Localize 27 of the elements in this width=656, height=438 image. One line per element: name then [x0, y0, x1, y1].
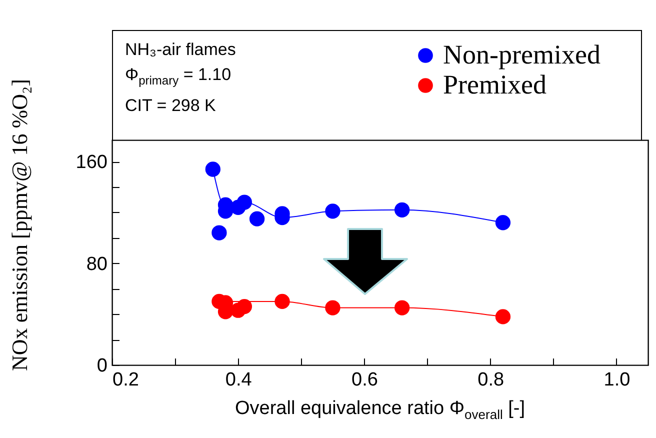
y-axis-title: NOx emission [ppmv@ 16 %O₂] [7, 79, 33, 371]
point [212, 225, 227, 240]
x-tick-label: 0.2 [112, 370, 139, 390]
point [249, 211, 265, 226]
y-tick-label: 80 [86, 254, 108, 275]
y-tick-label: 0 [96, 356, 108, 376]
point [325, 204, 340, 219]
x-tick-label: 0.4 [225, 370, 252, 390]
x-axis-title: Overall equivalence ratio Φ$_{overall}$ [-] [234, 398, 526, 422]
point [236, 194, 252, 210]
point [394, 202, 410, 218]
point [274, 294, 290, 310]
x-tick-label: 0.6 [352, 370, 378, 390]
x-tick-label: 1.0 [604, 370, 630, 390]
point [495, 215, 511, 230]
x-tick-label: 0.8 [478, 370, 504, 390]
point [495, 309, 511, 324]
point [236, 298, 252, 314]
text: Φ$_{primary}$ = 1.10 [125, 64, 232, 90]
point [394, 300, 410, 316]
point [325, 300, 340, 316]
legend-label: Premixed [443, 70, 547, 100]
point [205, 162, 220, 177]
y-tick-label: 160 [76, 152, 108, 174]
text: NH₃-air flames [125, 39, 236, 61]
legend-label: Non-premixed [443, 40, 601, 70]
text: CIT = 298 K [125, 95, 217, 118]
